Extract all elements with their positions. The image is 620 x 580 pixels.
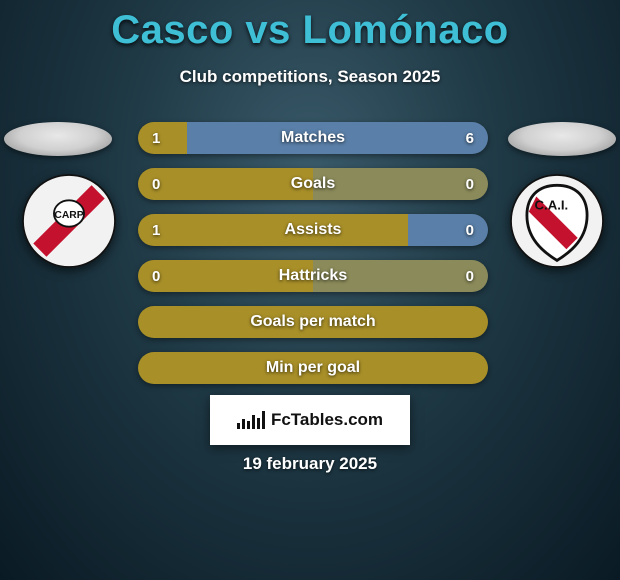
crest-away: C.A.I.: [510, 174, 604, 268]
subtitle: Club competitions, Season 2025: [0, 67, 620, 87]
bar-chart-icon: [237, 411, 265, 429]
stat-bar-segment-left: [138, 214, 408, 246]
watermark-text: FcTables.com: [271, 410, 383, 430]
page-title: Casco vs Lomónaco: [0, 0, 620, 53]
player-photo-home-placeholder: [4, 122, 112, 156]
stat-bar: Matches16: [138, 122, 488, 154]
stat-bar-segment-left: [138, 352, 488, 384]
player-photo-away-placeholder: [508, 122, 616, 156]
stat-bar-segment-right: [313, 260, 488, 292]
crest-away-text: C.A.I.: [535, 198, 569, 213]
stat-bar-segment-right: [408, 214, 489, 246]
stat-bar-segment-left: [138, 306, 488, 338]
stat-bar: Min per goal: [138, 352, 488, 384]
stat-bar: Goals per match: [138, 306, 488, 338]
watermark: FcTables.com: [210, 395, 410, 445]
stat-bar-segment-left: [138, 122, 187, 154]
comparison-bars: Matches16 Goals00 Assists10 Hattricks00 Goal…: [138, 122, 488, 398]
stat-bar: Hattricks00: [138, 260, 488, 292]
stat-bar-segment-left: [138, 260, 313, 292]
stat-bar-segment-right: [187, 122, 488, 154]
stat-bar-segment-left: [138, 168, 313, 200]
date-line: 19 february 2025: [0, 454, 620, 474]
crest-home-text: CARP: [54, 210, 83, 221]
stat-bar-segment-right: [313, 168, 488, 200]
crest-home: CARP: [22, 174, 116, 268]
stat-bar: Assists10: [138, 214, 488, 246]
stat-bar: Goals00: [138, 168, 488, 200]
